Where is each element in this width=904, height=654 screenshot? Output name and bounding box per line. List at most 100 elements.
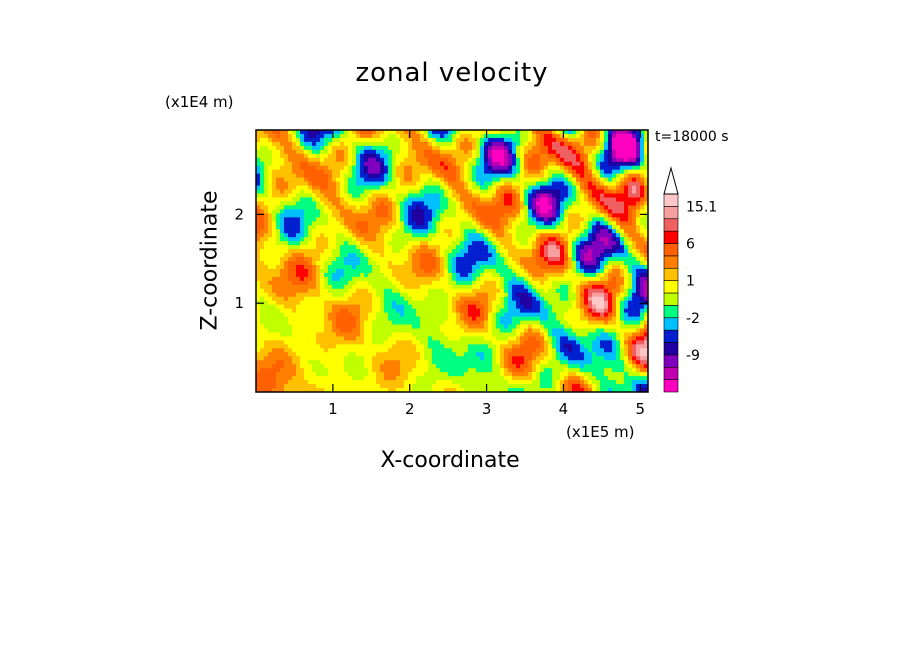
field-cell — [368, 292, 373, 298]
field-cell — [632, 165, 637, 171]
field-cell — [336, 296, 341, 302]
field-cell — [344, 153, 349, 159]
field-cell — [356, 213, 361, 218]
field-cell — [580, 264, 585, 270]
field-cell — [332, 272, 337, 278]
field-cell — [312, 165, 317, 171]
field-cell — [336, 320, 341, 326]
field-cell — [280, 209, 285, 214]
field-cell — [400, 312, 405, 318]
field-cell — [376, 233, 381, 238]
field-cell — [528, 141, 533, 147]
field-cell — [260, 137, 265, 143]
field-cell — [444, 296, 449, 302]
field-cell — [292, 145, 297, 151]
field-cell — [612, 245, 617, 250]
field-cell — [280, 130, 285, 135]
field-cell — [288, 213, 293, 218]
field-cell — [628, 280, 633, 286]
field-cell — [356, 257, 361, 262]
field-cell — [444, 241, 449, 246]
field-cell — [528, 304, 533, 310]
field-cell — [372, 137, 377, 143]
field-cell — [568, 296, 573, 302]
field-cell — [596, 249, 601, 254]
field-cell — [496, 308, 501, 314]
field-cell — [368, 221, 373, 226]
field-cell — [428, 308, 433, 314]
field-cell — [548, 280, 553, 286]
field-cell — [552, 300, 557, 306]
field-cell — [544, 177, 549, 183]
field-cell — [504, 261, 509, 266]
field-cell — [316, 249, 321, 254]
field-cell — [484, 257, 489, 262]
field-cell — [328, 181, 333, 187]
field-cell — [532, 197, 537, 203]
field-cell — [376, 145, 381, 151]
field-cell — [524, 177, 529, 183]
field-cell — [276, 280, 281, 286]
field-cell — [400, 237, 405, 242]
field-cell — [608, 296, 613, 302]
field-cell — [524, 181, 529, 187]
field-cell — [616, 257, 621, 262]
field-cell — [584, 201, 589, 207]
field-cell — [280, 169, 285, 175]
field-cell — [532, 217, 537, 222]
field-cell — [368, 209, 373, 214]
field-cell — [524, 320, 529, 326]
field-cell — [544, 237, 549, 242]
field-cell — [424, 217, 429, 222]
field-cell — [448, 149, 453, 155]
field-cell — [296, 292, 301, 298]
field-cell — [620, 133, 625, 139]
field-cell — [628, 213, 633, 218]
field-cell — [624, 213, 629, 218]
field-cell — [296, 149, 301, 155]
field-cell — [536, 300, 541, 306]
field-cell — [476, 229, 481, 234]
field-cell — [544, 245, 549, 250]
field-cell — [388, 241, 393, 246]
field-cell — [348, 153, 353, 159]
field-cell — [400, 165, 405, 171]
field-cell — [588, 173, 593, 179]
field-cell — [560, 316, 565, 322]
field-cell — [340, 300, 345, 306]
field-cell — [292, 264, 297, 270]
field-cell — [452, 264, 457, 270]
field-cell — [344, 181, 349, 187]
field-cell — [632, 221, 637, 226]
field-cell — [424, 312, 429, 318]
field-cell — [452, 185, 457, 191]
field-cell — [316, 280, 321, 286]
field-cell — [264, 296, 269, 302]
field-cell — [532, 137, 537, 143]
field-cell — [288, 161, 293, 167]
field-cell — [596, 193, 601, 199]
field-cell — [408, 225, 413, 230]
field-cell — [408, 280, 413, 286]
field-cell — [324, 320, 329, 326]
field-cell — [532, 161, 537, 167]
field-cell — [400, 304, 405, 310]
field-cell — [436, 225, 441, 230]
field-cell — [524, 130, 529, 135]
field-cell — [532, 177, 537, 183]
field-cell — [432, 284, 437, 290]
field-cell — [536, 177, 541, 183]
field-cell — [272, 153, 277, 159]
field-cell — [464, 328, 469, 334]
field-cell — [624, 241, 629, 246]
field-cell — [640, 312, 645, 318]
field-cell — [628, 169, 633, 175]
field-cell — [352, 276, 357, 282]
field-cell — [460, 181, 465, 187]
field-cell — [276, 296, 281, 302]
field-cell — [556, 153, 561, 159]
field-cell — [348, 133, 353, 139]
field-cell — [272, 229, 277, 234]
field-cell — [376, 292, 381, 298]
field-cell — [500, 328, 505, 334]
